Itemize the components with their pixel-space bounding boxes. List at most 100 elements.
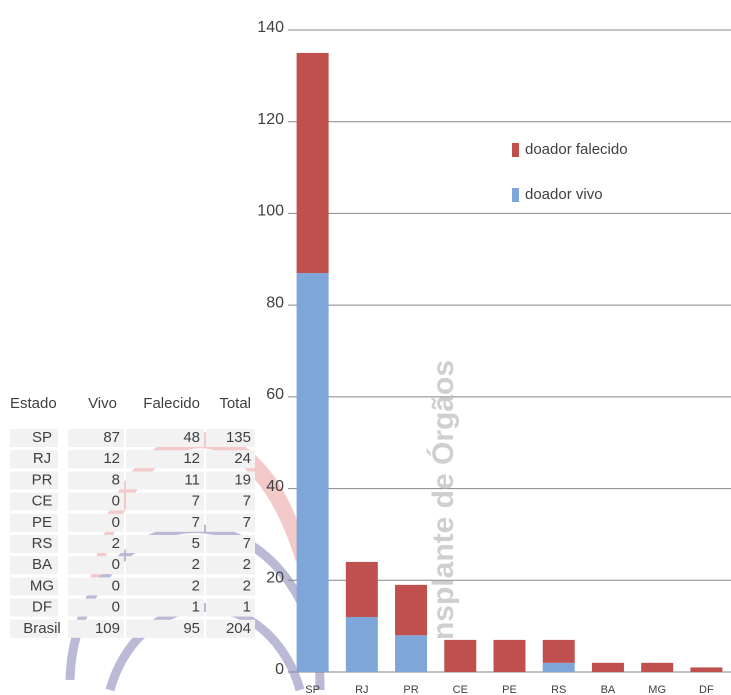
table-cell	[206, 450, 255, 469]
table-cell-text: 0	[112, 577, 120, 594]
table-cell	[206, 577, 255, 596]
y-tick-label: 60	[266, 386, 284, 403]
table-cell	[68, 535, 124, 553]
bar	[296, 273, 329, 672]
bar	[641, 662, 674, 672]
legend-swatch	[512, 143, 519, 157]
table-cell-text: 7	[243, 535, 251, 552]
table-cell-text: 204	[226, 620, 251, 637]
table-cell	[10, 556, 58, 575]
table-cell	[68, 598, 124, 617]
x-tick-label: BA	[601, 684, 616, 695]
legend-label: doador falecido	[525, 141, 628, 158]
x-tick-label: RJ	[355, 684, 368, 695]
table-cell-text: 19	[234, 471, 251, 488]
x-tick-label: PE	[502, 684, 517, 695]
table-cell-text: DF	[32, 599, 52, 616]
table-cell-text: SP	[32, 429, 52, 446]
table-cell	[68, 429, 124, 447]
x-tick-label: DF	[699, 684, 714, 695]
table-cell-text: 87	[103, 429, 120, 446]
table-cell-text: RS	[32, 535, 53, 552]
table-cell-text: 8	[112, 471, 120, 488]
bar	[345, 561, 378, 617]
table-cell	[206, 598, 255, 617]
table-cell	[10, 535, 58, 553]
bar	[542, 662, 575, 672]
table-cell	[206, 513, 255, 532]
x-tick-label: MG	[648, 684, 666, 695]
table-cell-text: MG	[30, 577, 54, 594]
bar	[395, 635, 428, 672]
table-cell-text: 48	[183, 429, 200, 446]
bar	[690, 667, 723, 672]
x-tick-label: PR	[403, 684, 418, 695]
table-cell	[68, 492, 124, 511]
table-cell	[68, 450, 124, 469]
table-cell	[206, 471, 255, 490]
legend-label: doador vivo	[525, 186, 603, 203]
table-cell	[68, 471, 124, 490]
arc	[105, 603, 305, 692]
bar	[345, 616, 378, 672]
table-cell-text: 0	[112, 493, 120, 510]
y-tick-label: 0	[275, 661, 284, 678]
table-cell	[10, 471, 58, 490]
table-cell-text: 2	[192, 577, 200, 594]
table-cell-text: PE	[32, 514, 52, 531]
table-cell-text: 109	[95, 620, 120, 637]
table-cell	[126, 492, 204, 511]
bar	[395, 584, 428, 636]
table-cell	[206, 556, 255, 575]
table-cell-text: 2	[112, 535, 120, 552]
table-cell-text: 7	[192, 493, 200, 510]
table-cell	[126, 513, 204, 532]
table-cell	[10, 619, 58, 638]
bar	[444, 639, 477, 672]
table-cell	[126, 471, 204, 490]
table-cell	[68, 619, 124, 638]
table-cell-text: CE	[32, 493, 53, 510]
table-cell-text: 7	[192, 514, 200, 531]
y-tick-label: 40	[266, 478, 284, 495]
table-cell-text: Brasil	[23, 620, 61, 637]
table-cell-text: 0	[112, 556, 120, 573]
watermark: nsplante de Órgãos	[426, 360, 460, 640]
table-cell	[10, 492, 58, 511]
table-cell-text: 5	[192, 535, 200, 552]
bar	[296, 52, 329, 274]
table-cell-text: 2	[243, 556, 251, 573]
table-cell-text: 12	[103, 450, 120, 467]
table-cell	[68, 577, 124, 596]
table-header: Vivo	[88, 395, 117, 412]
table-header: Total	[219, 395, 251, 412]
table-cell-text: 95	[183, 620, 200, 637]
table-cell-text: 2	[243, 577, 251, 594]
table-cell-text: 11	[184, 471, 200, 488]
table-cell	[10, 598, 58, 617]
table-cell	[206, 619, 255, 638]
table-cell-text: 1	[192, 599, 200, 616]
table-cell	[10, 577, 58, 596]
table-cell	[206, 492, 255, 511]
table-cell	[126, 619, 204, 638]
y-tick-label: 100	[257, 203, 284, 220]
y-tick-label: 140	[257, 19, 284, 36]
table-cell-text: BA	[32, 556, 52, 573]
x-tick-label: RS	[551, 684, 566, 695]
y-tick-label: 20	[266, 570, 284, 587]
bar	[591, 662, 624, 672]
table-cell-text: 135	[226, 429, 251, 446]
legend-swatch	[512, 188, 519, 202]
table-cell	[126, 450, 204, 469]
y-tick-label: 80	[266, 294, 284, 311]
table-cell-text: 7	[243, 493, 251, 510]
table-header: Falecido	[143, 395, 200, 412]
table-cell-text: 24	[234, 450, 251, 467]
table-cell	[10, 429, 58, 447]
table-header: Estado	[10, 395, 57, 412]
table-cell	[10, 513, 58, 532]
table-cell	[126, 598, 204, 617]
x-tick-label: SP	[305, 684, 320, 695]
